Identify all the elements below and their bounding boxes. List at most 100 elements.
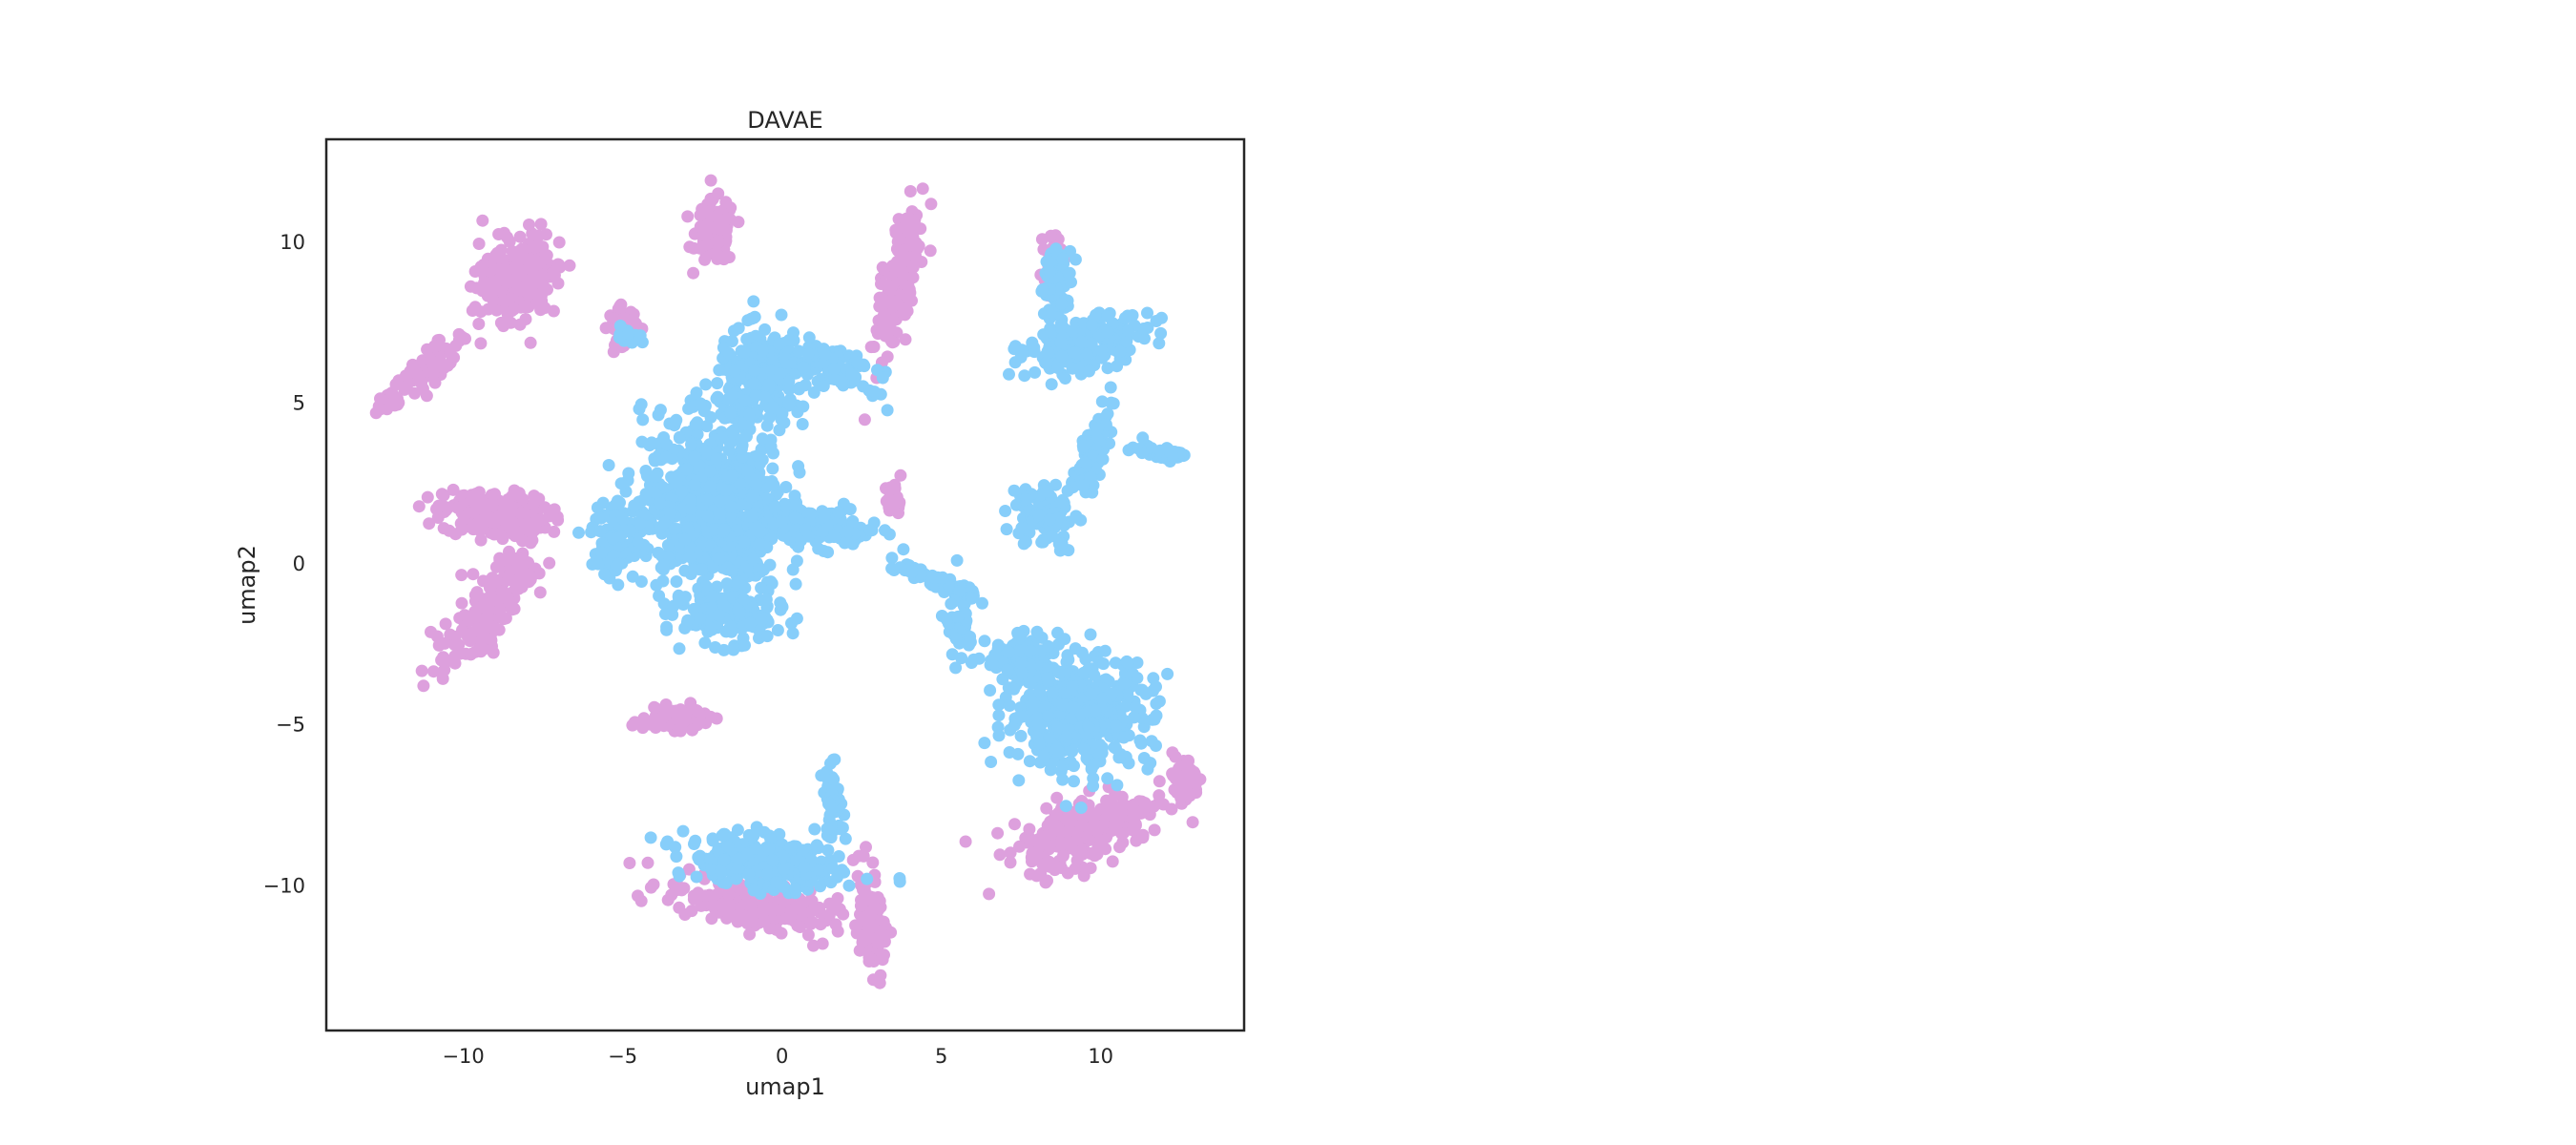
data-point xyxy=(535,269,549,282)
data-point xyxy=(497,320,510,333)
data-point xyxy=(1055,322,1069,335)
data-point xyxy=(657,516,671,530)
series-2-points xyxy=(572,242,1191,900)
data-point xyxy=(782,398,796,410)
data-point xyxy=(893,875,906,888)
data-point xyxy=(878,948,890,962)
data-point xyxy=(524,286,537,300)
data-point xyxy=(694,612,707,625)
data-point xyxy=(1037,750,1050,763)
data-point xyxy=(991,638,1005,652)
data-point xyxy=(652,546,665,559)
data-point xyxy=(1012,774,1026,787)
data-point xyxy=(524,255,537,268)
data-point xyxy=(1050,791,1064,804)
data-point xyxy=(773,338,786,350)
data-point xyxy=(599,322,613,335)
data-point xyxy=(966,592,979,605)
data-point xyxy=(924,198,938,211)
data-point xyxy=(678,532,692,546)
data-point xyxy=(726,388,739,402)
data-point xyxy=(488,528,501,541)
data-point xyxy=(758,563,770,576)
data-point xyxy=(1161,667,1174,680)
data-point xyxy=(1024,644,1037,657)
data-point xyxy=(1153,775,1166,788)
data-point xyxy=(818,510,831,524)
data-point xyxy=(1049,242,1063,256)
data-point xyxy=(888,494,902,508)
data-point xyxy=(723,437,737,449)
data-point xyxy=(843,503,857,516)
data-point xyxy=(709,221,722,235)
data-point xyxy=(657,558,670,572)
data-point xyxy=(868,901,882,914)
data-point xyxy=(408,386,422,400)
data-point xyxy=(866,856,880,869)
data-point xyxy=(885,482,899,495)
data-point xyxy=(1008,343,1021,356)
data-point xyxy=(485,633,497,646)
data-point xyxy=(487,620,500,634)
data-point xyxy=(802,530,816,543)
data-point xyxy=(910,242,924,256)
data-point xyxy=(759,593,773,606)
data-point xyxy=(903,282,916,296)
data-point xyxy=(890,298,904,311)
data-point xyxy=(776,407,789,421)
data-point xyxy=(469,589,483,602)
data-point xyxy=(435,488,448,501)
data-point xyxy=(846,537,860,551)
data-point xyxy=(750,477,763,490)
data-point xyxy=(659,709,673,721)
data-point xyxy=(689,418,702,431)
data-point xyxy=(788,489,801,503)
data-point xyxy=(782,375,796,388)
data-point xyxy=(528,489,541,503)
data-point xyxy=(1052,666,1066,679)
data-point xyxy=(1028,697,1041,710)
data-point xyxy=(1077,742,1091,756)
data-point xyxy=(894,232,906,245)
data-point xyxy=(775,308,788,322)
data-point xyxy=(801,928,815,942)
data-point xyxy=(1041,485,1054,498)
data-point xyxy=(725,335,738,348)
data-point xyxy=(762,378,776,391)
data-point xyxy=(690,870,703,884)
data-point xyxy=(664,507,677,520)
data-point xyxy=(747,295,760,308)
data-point xyxy=(1015,710,1028,723)
data-point xyxy=(738,638,751,652)
data-point xyxy=(437,522,450,535)
data-point xyxy=(725,500,738,513)
data-point xyxy=(635,435,649,448)
data-point xyxy=(802,331,816,344)
data-point xyxy=(464,613,476,626)
data-point xyxy=(1040,356,1053,369)
data-point xyxy=(1008,484,1021,497)
data-point xyxy=(710,452,723,466)
data-point xyxy=(760,419,774,432)
data-point xyxy=(486,496,499,510)
data-point xyxy=(858,413,871,427)
data-point xyxy=(685,438,697,451)
data-point xyxy=(851,356,864,369)
data-point xyxy=(750,821,763,834)
data-point xyxy=(916,182,929,196)
data-point xyxy=(723,620,737,634)
data-point xyxy=(428,340,441,353)
data-point xyxy=(673,431,686,445)
data-point xyxy=(1165,802,1178,816)
data-point xyxy=(764,575,778,589)
data-point xyxy=(1033,684,1047,697)
data-point xyxy=(1091,422,1105,435)
data-point xyxy=(698,636,712,650)
data-point xyxy=(717,643,731,656)
data-point xyxy=(832,506,845,519)
data-point xyxy=(1000,523,1013,536)
data-point xyxy=(773,904,785,916)
data-point xyxy=(735,443,748,455)
data-point xyxy=(670,575,683,588)
